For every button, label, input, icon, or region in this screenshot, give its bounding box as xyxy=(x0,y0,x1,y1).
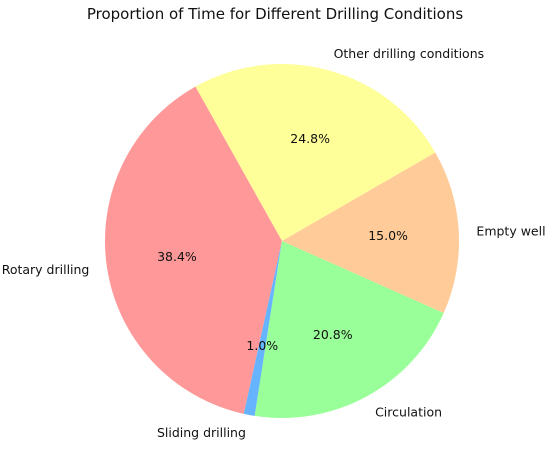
pie-slice-sliding-drilling xyxy=(243,241,282,416)
pie-slices xyxy=(104,63,460,419)
slice-label-circulation: Circulation xyxy=(375,405,442,420)
slice-label-empty-well: Empty well xyxy=(476,223,545,238)
percentage-labels: 24.8% 38.4% 1.0% 20.8% 15.0% xyxy=(157,131,408,353)
pie-slice-circulation xyxy=(254,241,444,419)
slice-percent-sliding-drilling: 1.0% xyxy=(246,338,278,353)
chart-title: Proportion of Time for Different Drillin… xyxy=(87,5,464,23)
slice-percent-circulation: 20.8% xyxy=(313,327,353,342)
slice-label-other-drilling-conditions: Other drilling conditions xyxy=(334,46,485,61)
slice-label-sliding-drilling: Sliding drilling xyxy=(157,425,246,440)
pie-slice-rotary-drilling xyxy=(104,86,282,414)
slice-percent-other-drilling-conditions: 24.8% xyxy=(290,131,330,146)
pie-slice-other-drilling-conditions xyxy=(195,63,436,241)
slice-label-rotary-drilling: Rotary drilling xyxy=(2,262,90,277)
slice-percent-rotary-drilling: 38.4% xyxy=(157,249,197,264)
pie-slice-empty-well xyxy=(282,152,460,313)
category-labels: Other drilling conditions Rotary drilling… xyxy=(2,46,546,440)
slice-percent-empty-well: 15.0% xyxy=(368,228,408,243)
